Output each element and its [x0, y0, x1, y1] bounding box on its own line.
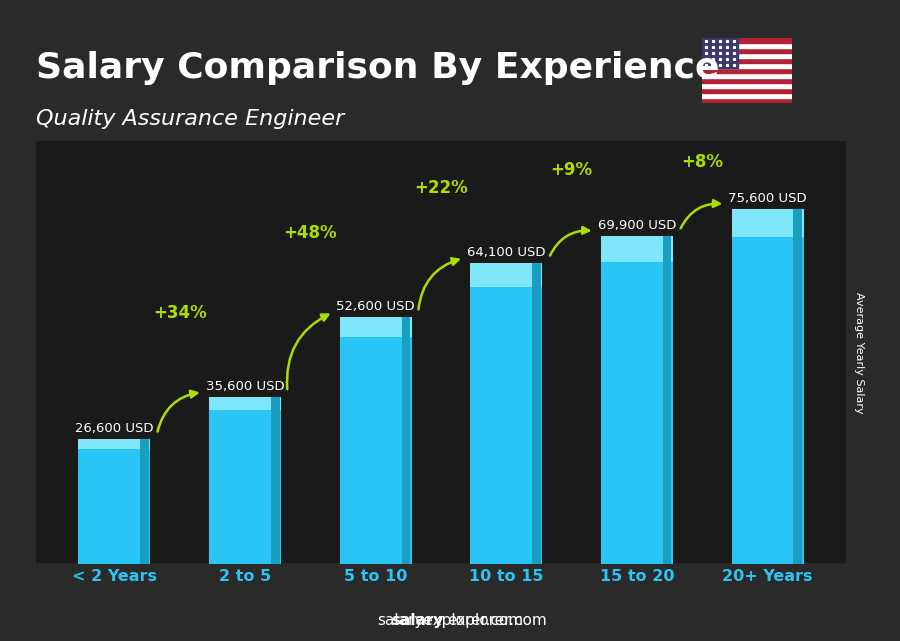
Text: 69,900 USD: 69,900 USD: [598, 219, 676, 232]
Bar: [702, 53, 792, 58]
Bar: [702, 83, 792, 88]
Bar: [78, 439, 150, 449]
Text: 64,100 USD: 64,100 USD: [467, 246, 545, 259]
Text: 35,600 USD: 35,600 USD: [206, 380, 284, 393]
Bar: [209, 397, 281, 410]
Bar: [702, 78, 792, 83]
Bar: [702, 93, 792, 97]
Bar: [732, 209, 804, 564]
Bar: [471, 263, 543, 564]
Text: 26,600 USD: 26,600 USD: [75, 422, 154, 435]
Text: explorer.com: explorer.com: [447, 613, 547, 628]
Bar: [702, 48, 792, 53]
Bar: [662, 235, 671, 564]
Text: +8%: +8%: [681, 153, 724, 171]
Bar: [702, 73, 792, 78]
Text: +22%: +22%: [414, 179, 468, 197]
Text: 52,600 USD: 52,600 USD: [337, 300, 415, 313]
Bar: [702, 63, 792, 68]
Text: Salary Comparison By Experience: Salary Comparison By Experience: [36, 51, 719, 85]
Text: Average Yearly Salary: Average Yearly Salary: [854, 292, 864, 413]
Text: 75,600 USD: 75,600 USD: [728, 192, 807, 205]
Text: salary: salary: [392, 613, 444, 628]
Bar: [794, 209, 802, 564]
Bar: [702, 68, 792, 73]
Bar: [340, 317, 411, 337]
Bar: [601, 235, 673, 262]
Bar: [78, 439, 150, 564]
Text: +9%: +9%: [551, 161, 593, 179]
Text: +48%: +48%: [284, 224, 338, 242]
Bar: [702, 44, 792, 48]
Bar: [209, 397, 281, 564]
Text: +34%: +34%: [153, 304, 207, 322]
Bar: [601, 235, 673, 564]
Bar: [702, 38, 792, 44]
Text: salaryexplorer.com: salaryexplorer.com: [377, 613, 523, 628]
Bar: [702, 38, 738, 68]
Bar: [532, 263, 541, 564]
Bar: [471, 263, 542, 287]
Bar: [401, 317, 410, 564]
Bar: [340, 317, 411, 564]
Bar: [702, 88, 792, 93]
Bar: [732, 209, 804, 237]
Bar: [702, 97, 792, 103]
Bar: [702, 58, 792, 63]
Text: Quality Assurance Engineer: Quality Assurance Engineer: [36, 109, 344, 129]
Bar: [140, 439, 148, 564]
Bar: [271, 397, 280, 564]
